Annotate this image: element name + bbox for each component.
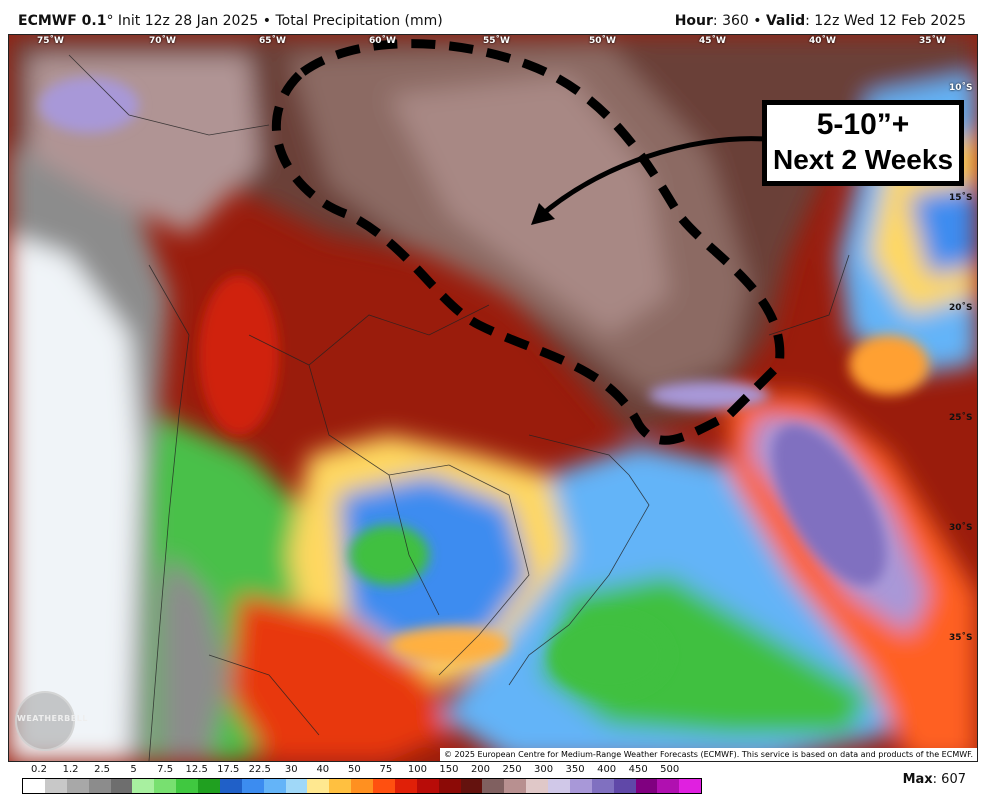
longitude-label: 35˚W (919, 36, 946, 46)
legend-swatch (569, 779, 592, 793)
legend-tick-label: 40 (316, 764, 330, 775)
legend-tick-label: 250 (502, 764, 522, 775)
legend-swatch (307, 779, 330, 793)
field-name: Total Precipitation (mm) (275, 13, 443, 29)
legend-swatch (132, 779, 155, 793)
logo-text: WEATHERBELL (17, 714, 88, 723)
hour-value: : 360 • (712, 13, 766, 29)
valid-time-info: Hour: 360 • Valid: 12z Wed 12 Feb 2025 (675, 13, 966, 29)
legend-tick-label: 150 (439, 764, 459, 775)
legend-swatch (613, 779, 636, 793)
legend-swatch (657, 779, 680, 793)
longitude-label: 40˚W (809, 36, 836, 46)
legend-swatch (88, 779, 111, 793)
latitude-label: 30˚S (949, 523, 973, 533)
legend-swatch (198, 779, 220, 793)
legend-swatch (285, 779, 308, 793)
legend-swatch (219, 779, 242, 793)
legend-tick-label: 7.5 (157, 764, 174, 775)
latitude-label: 25˚S (949, 413, 973, 423)
legend-swatch (110, 779, 133, 793)
copyright-notice: © 2025 European Centre for Medium-Range … (440, 748, 977, 761)
legend-tick-label: 50 (347, 764, 361, 775)
legend-tick-label: 450 (628, 764, 648, 775)
legend-swatch (460, 779, 483, 793)
legend-tick-label: 5 (130, 764, 137, 775)
legend-tick-labels: 0.2 1.2 2.5 5 7.5 12.5 17.5 22.5 30 40 50 75 100 150 2… (22, 764, 702, 778)
valid-value: : 12z Wed 12 Feb 2025 (805, 13, 966, 29)
legend-tick-label: 17.5 (217, 764, 240, 775)
latitude-label: 15˚S (949, 193, 973, 203)
legend-swatch (241, 779, 264, 793)
legend-swatch (548, 779, 570, 793)
legend-swatch (66, 779, 89, 793)
valid-label: Valid (765, 13, 806, 29)
annotation-amount: 5-10”+ (816, 108, 910, 141)
legend-tick-label: 22.5 (248, 764, 271, 775)
longitude-label: 65˚W (259, 36, 286, 46)
legend-swatch (263, 779, 286, 793)
legend-tick-label: 200 (470, 764, 491, 775)
legend-swatch (438, 779, 461, 793)
longitude-label: 70˚W (149, 36, 176, 46)
precipitation-map[interactable]: 75˚W 70˚W 65˚W 60˚W 55˚W 50˚W 45˚W 40˚W … (8, 34, 978, 762)
longitude-label: 75˚W (37, 36, 64, 46)
longitude-label: 55˚W (483, 36, 510, 46)
max-label: Max (902, 772, 933, 787)
longitude-label: 60˚W (369, 36, 396, 46)
max-number: : 607 (932, 772, 966, 787)
legend-swatch (416, 779, 439, 793)
legend-swatch (504, 779, 527, 793)
latitude-label: 20˚S (949, 303, 973, 313)
legend-tick-label: 1.2 (62, 764, 79, 775)
max-value: Max: 607 (903, 772, 966, 787)
legend-tick-label: 100 (407, 764, 427, 775)
legend-swatch (176, 779, 198, 793)
map-canvas (9, 35, 977, 761)
map-title: ECMWF 0.1° Init 12z 28 Jan 2025 • Total … (18, 13, 443, 29)
legend-swatch (394, 779, 417, 793)
legend-swatch (154, 779, 177, 793)
legend-tick-label: 500 (660, 764, 680, 775)
legend-swatch (482, 779, 505, 793)
precip-detail (39, 77, 929, 695)
legend-tick-label: 0.2 (31, 764, 47, 775)
hour-label: Hour (674, 13, 713, 29)
highlight-dashed-outline (271, 39, 785, 445)
init-time: ° Init 12z 28 Jan 2025 (106, 13, 259, 29)
title-separator: • (258, 13, 276, 29)
annotation-period: Next 2 Weeks (772, 144, 954, 175)
legend-tick-label: 2.5 (94, 764, 111, 775)
latitude-label: 10˚S (949, 83, 973, 93)
legend-swatch (23, 779, 45, 793)
legend-tick-label: 400 (597, 764, 617, 775)
model-name: ECMWF 0.1 (18, 13, 107, 29)
longitude-label: 45˚W (699, 36, 726, 46)
legend-swatch (591, 779, 614, 793)
legend-swatch (679, 779, 702, 793)
annotation-callout: 5-10”+ Next 2 Weeks (762, 100, 964, 186)
political-boundaries (68, 54, 850, 761)
legend-tick-label: 350 (565, 764, 585, 775)
header-bar: ECMWF 0.1° Init 12z 28 Jan 2025 • Total … (0, 0, 984, 34)
legend-tick-label: 30 (284, 764, 298, 775)
arrowhead-icon (531, 203, 555, 225)
longitude-label: 50˚W (589, 36, 616, 46)
legend-swatch (44, 779, 67, 793)
annotation-arrow (537, 136, 766, 219)
precip-color-scale (22, 778, 702, 794)
legend-swatch (526, 779, 548, 793)
legend-tick-label: 12.5 (185, 764, 208, 775)
legend-swatch (329, 779, 352, 793)
legend-swatch (635, 779, 658, 793)
legend-swatch (351, 779, 373, 793)
legend-swatch (373, 779, 395, 793)
latitude-label: 35˚S (949, 633, 973, 643)
legend-tick-label: 300 (534, 764, 554, 775)
legend-tick-label: 75 (379, 764, 393, 775)
weatherbell-logo: WEATHERBELL (15, 691, 88, 751)
